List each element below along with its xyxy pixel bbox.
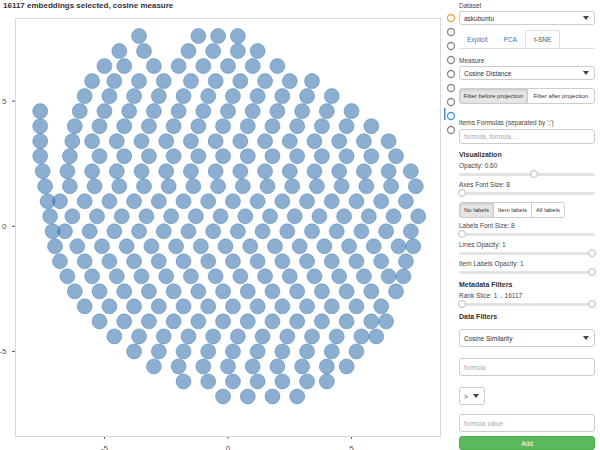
html-text:Filter after projection: Filter after projection (533, 93, 589, 99)
svg-text:5: 5 (2, 97, 7, 106)
html-text:All labels: All labels (536, 207, 560, 213)
html-text:Filter before projection: Filter before projection (463, 93, 524, 99)
html-text:Opacity: 0.60: Opacity: 0.60 (459, 162, 498, 169)
html-text:Measure: Measure (459, 57, 485, 64)
html-text:formula, formula, ...: formula, formula, ... (464, 133, 520, 140)
svg-text:5: 5 (349, 444, 354, 450)
html-text:Labels Font Size: 8: Labels Font Size: 8 (459, 222, 515, 229)
svg-text:-5: -5 (0, 347, 7, 356)
html-text:Metadata Filters: Metadata Filters (459, 281, 513, 288)
html-text:formula value: formula value (464, 419, 503, 427)
html-text:Item Labels Opacity: 1: Item Labels Opacity: 1 (459, 260, 524, 267)
html-text:No labels: No labels (464, 207, 489, 213)
html-text:Item labels: Item labels (498, 207, 527, 213)
html-text:Axes Font Size: 8: Axes Font Size: 8 (459, 181, 510, 188)
svg-text:0: 0 (226, 444, 231, 450)
html-text:Dataset: Dataset (459, 2, 482, 9)
html-text:Data Filters: Data Filters (459, 313, 498, 320)
html-text:askubuntu: askubuntu (464, 14, 494, 22)
html-text:Lines Opacity: 1: Lines Opacity: 1 (459, 241, 506, 248)
html-text:16117 embeddings selected, cos: 16117 embeddings selected, cosine measur… (3, 1, 174, 10)
svg-text:-5: -5 (101, 444, 109, 450)
html-text:t-SNE: t-SNE (534, 35, 552, 43)
html-text:Add: Add (521, 439, 533, 447)
html-text:PCA: PCA (503, 35, 517, 43)
html-text:Visualization: Visualization (459, 151, 502, 158)
html-text:formula: formula (464, 363, 486, 371)
html-text:Cosine Distance: Cosine Distance (464, 69, 512, 77)
svg-text:0: 0 (2, 222, 7, 231)
html-text:Cosine Similarity: Cosine Similarity (464, 334, 513, 342)
html-text:Items Formulas (separated by ': Items Formulas (separated by ';') (459, 119, 554, 126)
html-text:Explicit: Explicit (467, 35, 488, 43)
html-text:Rank Slice: 1 .. 16117: Rank Slice: 1 .. 16117 (459, 292, 523, 299)
